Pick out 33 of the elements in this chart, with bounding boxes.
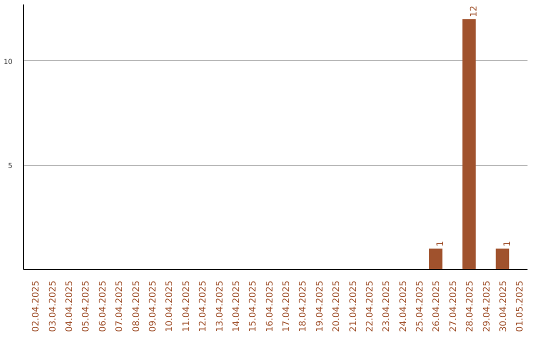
x-tick-label: 20.04.2025	[332, 280, 342, 332]
x-tick-label: 08.04.2025	[132, 280, 142, 332]
x-tick-label: 04.04.2025	[65, 280, 76, 332]
x-tick-label: 05.04.2025	[82, 280, 92, 332]
x-tick-label: 03.04.2025	[48, 280, 58, 332]
x-tick-label: 25.04.2025	[416, 280, 426, 332]
x-tick-label: 10.04.2025	[165, 280, 176, 332]
x-tick-label: 18.04.2025	[298, 280, 309, 332]
x-tick-label: 01.05.2025	[516, 280, 526, 332]
data-label: 12	[470, 6, 480, 18]
x-tick-label: 22.04.2025	[365, 280, 376, 332]
x-tick-label: 23.04.2025	[382, 280, 392, 332]
x-tick-label: 14.04.2025	[232, 280, 242, 332]
x-tick-label: 26.04.2025	[432, 280, 442, 332]
x-tick-label: 12.04.2025	[198, 280, 209, 332]
x-tick-label: 24.04.2025	[398, 280, 409, 332]
x-tick-label: 16.04.2025	[265, 280, 276, 332]
data-label: 1	[502, 240, 513, 247]
x-tick-label: 28.04.2025	[466, 280, 476, 332]
x-tick-label: 11.04.2025	[182, 280, 192, 332]
data-label: 1	[436, 240, 446, 247]
x-tick-label: 29.04.2025	[482, 280, 492, 332]
x-tick-label: 27.04.2025	[448, 280, 459, 332]
x-tick-label: 07.04.2025	[115, 280, 126, 332]
x-tick-label: 09.04.2025	[148, 280, 159, 332]
x-tick-label: 15.04.2025	[248, 280, 259, 332]
x-tick-label: 21.04.2025	[348, 280, 359, 332]
x-tick-label: 30.04.2025	[498, 280, 509, 332]
x-tick-label: 02.04.2025	[32, 280, 42, 332]
x-tick-label: 17.04.2025	[282, 280, 292, 332]
x-tick-label: 06.04.2025	[98, 280, 108, 332]
x-tick-label: 13.04.2025	[215, 280, 226, 332]
x-tick-label: 19.04.2025	[315, 280, 326, 332]
